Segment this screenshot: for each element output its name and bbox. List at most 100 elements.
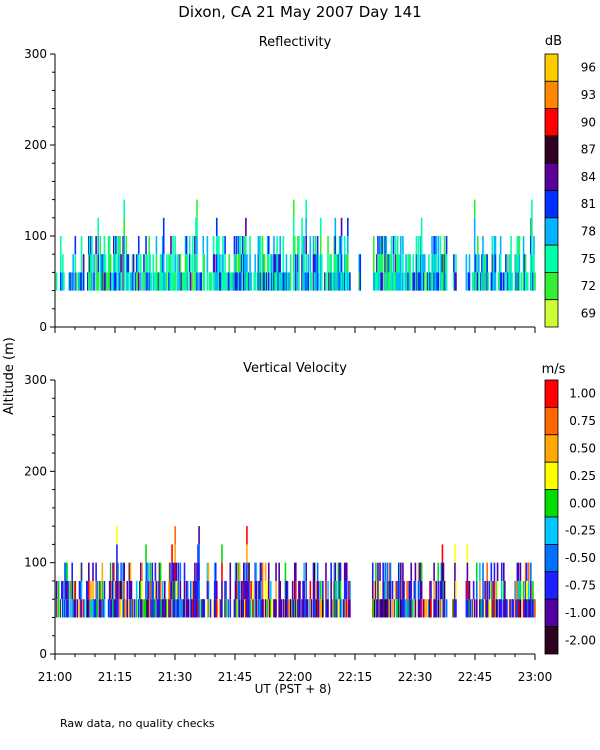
heatmap-cell [410, 562, 413, 581]
heatmap-cell [61, 580, 63, 600]
heatmap-cell [141, 562, 143, 581]
heatmap-cell [180, 272, 183, 291]
colorbar-label: 0.25 [569, 469, 596, 483]
heatmap-cell [234, 254, 237, 273]
heatmap-cell [517, 254, 520, 273]
heatmap-cell [158, 272, 161, 291]
heatmap-cell [312, 580, 315, 600]
heatmap-cell [292, 254, 295, 273]
heatmap-cell [123, 599, 125, 618]
heatmap-cell [506, 599, 508, 618]
heatmap-cell [227, 599, 229, 618]
heatmap-cell [441, 544, 444, 563]
heatmap-cell [413, 272, 416, 291]
heatmap-cell [373, 272, 375, 291]
heatmap-cell [333, 254, 336, 273]
heatmap-cell [146, 272, 148, 291]
heatmap-cell [340, 254, 343, 273]
heatmap-cell [245, 236, 247, 255]
heatmap-cell [348, 272, 350, 291]
heatmap-cell [154, 580, 157, 600]
colorbar-label: 93 [581, 88, 596, 102]
heatmap-cell [282, 599, 285, 618]
heatmap-cell [117, 236, 119, 255]
heatmap-cell [246, 580, 248, 600]
heatmap-cell [149, 254, 151, 273]
heatmap-cell [150, 272, 153, 291]
heatmap-cell [335, 599, 338, 618]
heatmap-cell [192, 254, 194, 273]
heatmap-cell [194, 562, 196, 581]
heatmap-cell [509, 272, 511, 291]
heatmap-cell [90, 580, 92, 600]
heatmap-cell [262, 272, 265, 291]
heatmap-cell [175, 599, 177, 618]
heatmap-cell [185, 580, 188, 600]
heatmap-cell [375, 272, 377, 291]
heatmap-cell [176, 599, 179, 618]
heatmap-cell [337, 272, 340, 291]
heatmap-cell [454, 272, 456, 291]
heatmap-cell [325, 272, 327, 291]
heatmap-cell [192, 236, 194, 255]
heatmap-cell [338, 562, 341, 581]
heatmap-cell [102, 599, 105, 618]
heatmap-cell [240, 272, 243, 291]
heatmap-cell [295, 562, 297, 581]
heatmap-cell [292, 599, 295, 618]
heatmap-cell [440, 580, 443, 600]
heatmap-cell [313, 580, 316, 600]
heatmap-cell [239, 272, 242, 291]
heatmap-cell [96, 580, 98, 600]
heatmap-cell [101, 599, 104, 618]
heatmap-cell [80, 236, 83, 255]
heatmap-cell [156, 272, 159, 291]
heatmap-cell [179, 599, 182, 618]
heatmap-cell [69, 599, 71, 618]
heatmap-cell [101, 254, 104, 273]
heatmap-cell [443, 599, 446, 618]
heatmap-cell [235, 562, 238, 581]
heatmap-cell [99, 236, 102, 255]
colorbar-label: 0.50 [569, 442, 596, 456]
x-tick-label: 22:45 [458, 670, 493, 684]
heatmap-cell [312, 562, 315, 581]
heatmap-cell [520, 272, 523, 291]
heatmap-cell [88, 580, 90, 600]
heatmap-cell [435, 599, 437, 618]
heatmap-cell [420, 236, 423, 255]
heatmap-cell [195, 217, 197, 236]
heatmap-cell [376, 599, 378, 618]
heatmap-cell [152, 580, 155, 600]
heatmap-cell [443, 254, 446, 273]
heatmap-cell [225, 580, 227, 600]
heatmap-cell [191, 599, 193, 618]
heatmap-cell [334, 254, 337, 273]
heatmap-cell [108, 236, 111, 255]
heatmap-cell [74, 599, 77, 618]
heatmap-cell [334, 562, 337, 581]
heatmap-cell [263, 599, 266, 618]
heatmap-cell [420, 599, 423, 618]
heatmap-cell [202, 599, 205, 618]
heatmap-cell [312, 236, 315, 255]
heatmap-cell [203, 599, 206, 618]
heatmap-cell [319, 580, 322, 600]
heatmap-cell [314, 236, 317, 255]
heatmap-cell [298, 272, 300, 291]
heatmap-cell [485, 599, 487, 618]
heatmap-cell [295, 599, 297, 618]
heatmap-cell [293, 599, 296, 618]
heatmap-cell [343, 562, 346, 581]
heatmap-cell [259, 236, 262, 255]
heatmap-cell [514, 599, 517, 618]
heatmap-cell [412, 254, 415, 273]
heatmap-cell [90, 236, 92, 255]
heatmap-cell [312, 599, 315, 618]
heatmap-cell [232, 272, 235, 291]
heatmap-cell [209, 599, 212, 618]
heatmap-cell [466, 562, 469, 581]
heatmap-cell [279, 236, 281, 255]
heatmap-cell [74, 272, 77, 291]
heatmap-cell [310, 272, 313, 291]
